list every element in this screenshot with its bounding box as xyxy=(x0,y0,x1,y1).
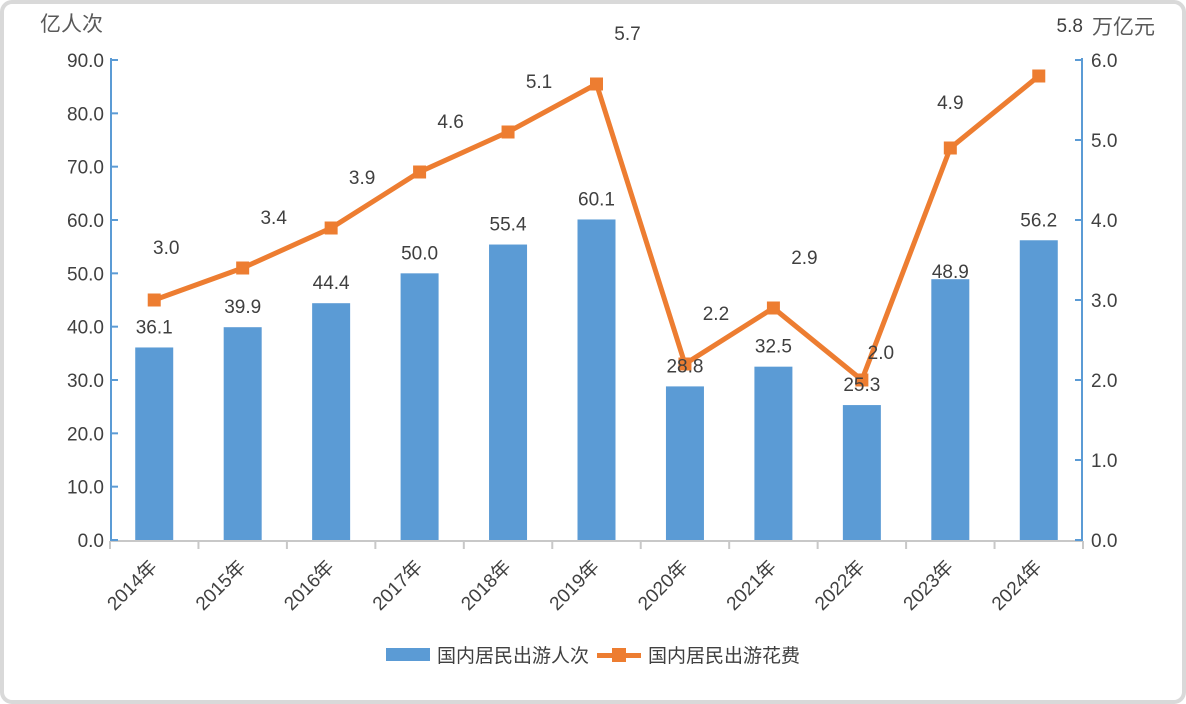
x-label-2014年: 2014年 xyxy=(103,556,162,615)
left-tick-label: 40.0 xyxy=(67,318,104,339)
line-marker-2022年 xyxy=(855,373,869,387)
right-tick-label: 2.0 xyxy=(1091,371,1117,392)
line-series xyxy=(147,69,1046,387)
x-label-2019年: 2019年 xyxy=(545,556,604,615)
line-marker-2024年 xyxy=(1032,69,1046,83)
line-label-2018年: 5.1 xyxy=(526,72,552,93)
bar-series xyxy=(135,219,1058,541)
line-label-2024年: 5.8 xyxy=(1057,16,1083,37)
x-label-2024年: 2024年 xyxy=(987,556,1046,615)
left-axis: 0.0 10.0 20.0 30.0 40.0 50.0 60.0 70.0 80.0 90.0 xyxy=(67,51,118,552)
x-label-2023年: 2023年 xyxy=(899,556,958,615)
x-axis-labels: 2014年 2015年 2016年 2017年 2018年 2019年 2020年 2021年… xyxy=(103,556,1046,615)
right-tick-label: 0.0 xyxy=(1091,531,1117,552)
x-label-2020年: 2020年 xyxy=(634,556,693,615)
line-label-2021年: 2.9 xyxy=(791,248,817,269)
right-axis-title: 万亿元 xyxy=(1092,16,1155,39)
left-tick-label: 10.0 xyxy=(67,478,104,499)
line-marker-2020年 xyxy=(678,357,692,371)
left-tick-label: 80.0 xyxy=(67,104,104,125)
bar-2018年 xyxy=(489,244,528,541)
bar-label-2020年: 28.8 xyxy=(666,356,703,377)
bar-label-2017年: 50.0 xyxy=(401,243,438,264)
x-label-2016年: 2016年 xyxy=(280,556,339,615)
bar-2022年 xyxy=(842,405,881,540)
bar-label-2014年: 36.1 xyxy=(136,317,173,338)
x-label-2018年: 2018年 xyxy=(457,556,516,615)
line-label-2014年: 3.0 xyxy=(153,238,179,259)
line-label-2016年: 3.9 xyxy=(349,168,375,189)
line-marker-2014年 xyxy=(147,293,161,307)
line-swatch-marker-icon xyxy=(612,647,626,662)
line-marker-2015年 xyxy=(236,261,250,275)
bar-label-2022年: 25.3 xyxy=(843,375,880,396)
left-axis-title: 亿人次 xyxy=(40,13,103,36)
bar-label-2024年: 56.2 xyxy=(1020,210,1057,231)
bar-2014年 xyxy=(135,347,174,540)
line-label-2023年: 4.9 xyxy=(937,93,963,114)
x-label-2022年: 2022年 xyxy=(811,556,870,615)
bar-series-swatch-icon xyxy=(385,648,430,661)
legend-item-spending: 国内居民出游花费 xyxy=(597,641,800,668)
line-marker-2018年 xyxy=(501,125,515,139)
bar-2019年 xyxy=(577,219,616,540)
x-axis xyxy=(109,540,1084,549)
right-tick-label: 3.0 xyxy=(1091,291,1117,312)
left-tick-label: 70.0 xyxy=(67,158,104,179)
bar-label-2023年: 48.9 xyxy=(932,262,969,283)
bar-label-2016年: 44.4 xyxy=(313,273,350,294)
right-tick-label: 6.0 xyxy=(1091,51,1117,72)
line-label-2017年: 4.6 xyxy=(437,112,463,133)
bar-label-2018年: 55.4 xyxy=(490,215,527,236)
bar-2017年 xyxy=(400,273,439,540)
right-tick-label: 5.0 xyxy=(1091,131,1117,152)
left-tick-label: 90.0 xyxy=(67,51,104,72)
line-marker-2023年 xyxy=(943,141,957,155)
x-label-2021年: 2021年 xyxy=(722,556,781,615)
line-marker-2019年 xyxy=(590,77,603,91)
line-marker-2016年 xyxy=(324,221,338,235)
legend: 国内居民出游人次 国内居民出游花费 xyxy=(0,641,1186,668)
bar-2024年 xyxy=(1019,240,1058,540)
right-tick-label: 1.0 xyxy=(1091,451,1117,472)
line-series-swatch-icon xyxy=(597,647,641,662)
bar-2021年 xyxy=(754,366,793,540)
bar-label-2015年: 39.9 xyxy=(224,297,261,318)
x-label-2017年: 2017年 xyxy=(368,556,427,615)
bar-label-2021年: 32.5 xyxy=(755,337,792,358)
legend-label-spending: 国内居民出游花费 xyxy=(648,646,801,667)
right-tick-label: 4.0 xyxy=(1091,211,1117,232)
data-labels: 36.1 39.9 44.4 50.0 55.4 60.1 28.8 32.5 25.3 48.9… xyxy=(136,16,1083,396)
legend-label-trips: 国内居民出游人次 xyxy=(436,646,589,667)
bar-2015年 xyxy=(223,327,262,540)
x-label-2015年: 2015年 xyxy=(191,556,250,615)
line-label-2020年: 2.2 xyxy=(703,304,729,325)
line-marker-2017年 xyxy=(413,165,427,179)
left-tick-label: 0.0 xyxy=(78,531,104,552)
left-tick-label: 30.0 xyxy=(67,371,104,392)
line-label-2015年: 3.4 xyxy=(260,208,287,229)
bar-2023年 xyxy=(931,279,970,540)
left-tick-label: 20.0 xyxy=(67,424,104,445)
bar-2020年 xyxy=(665,386,704,540)
line-label-2022年: 2.0 xyxy=(868,343,894,364)
line-label-2019年: 5.7 xyxy=(614,24,640,45)
line-marker-2021年 xyxy=(766,301,780,315)
legend-item-trips: 国内居民出游人次 xyxy=(385,641,589,668)
left-tick-label: 50.0 xyxy=(67,264,104,285)
right-axis: 0.0 1.0 2.0 3.0 4.0 5.0 6.0 xyxy=(1075,51,1117,552)
bar-2016年 xyxy=(312,303,351,540)
bar-label-2019年: 60.1 xyxy=(578,189,615,210)
left-tick-label: 60.0 xyxy=(67,211,104,232)
